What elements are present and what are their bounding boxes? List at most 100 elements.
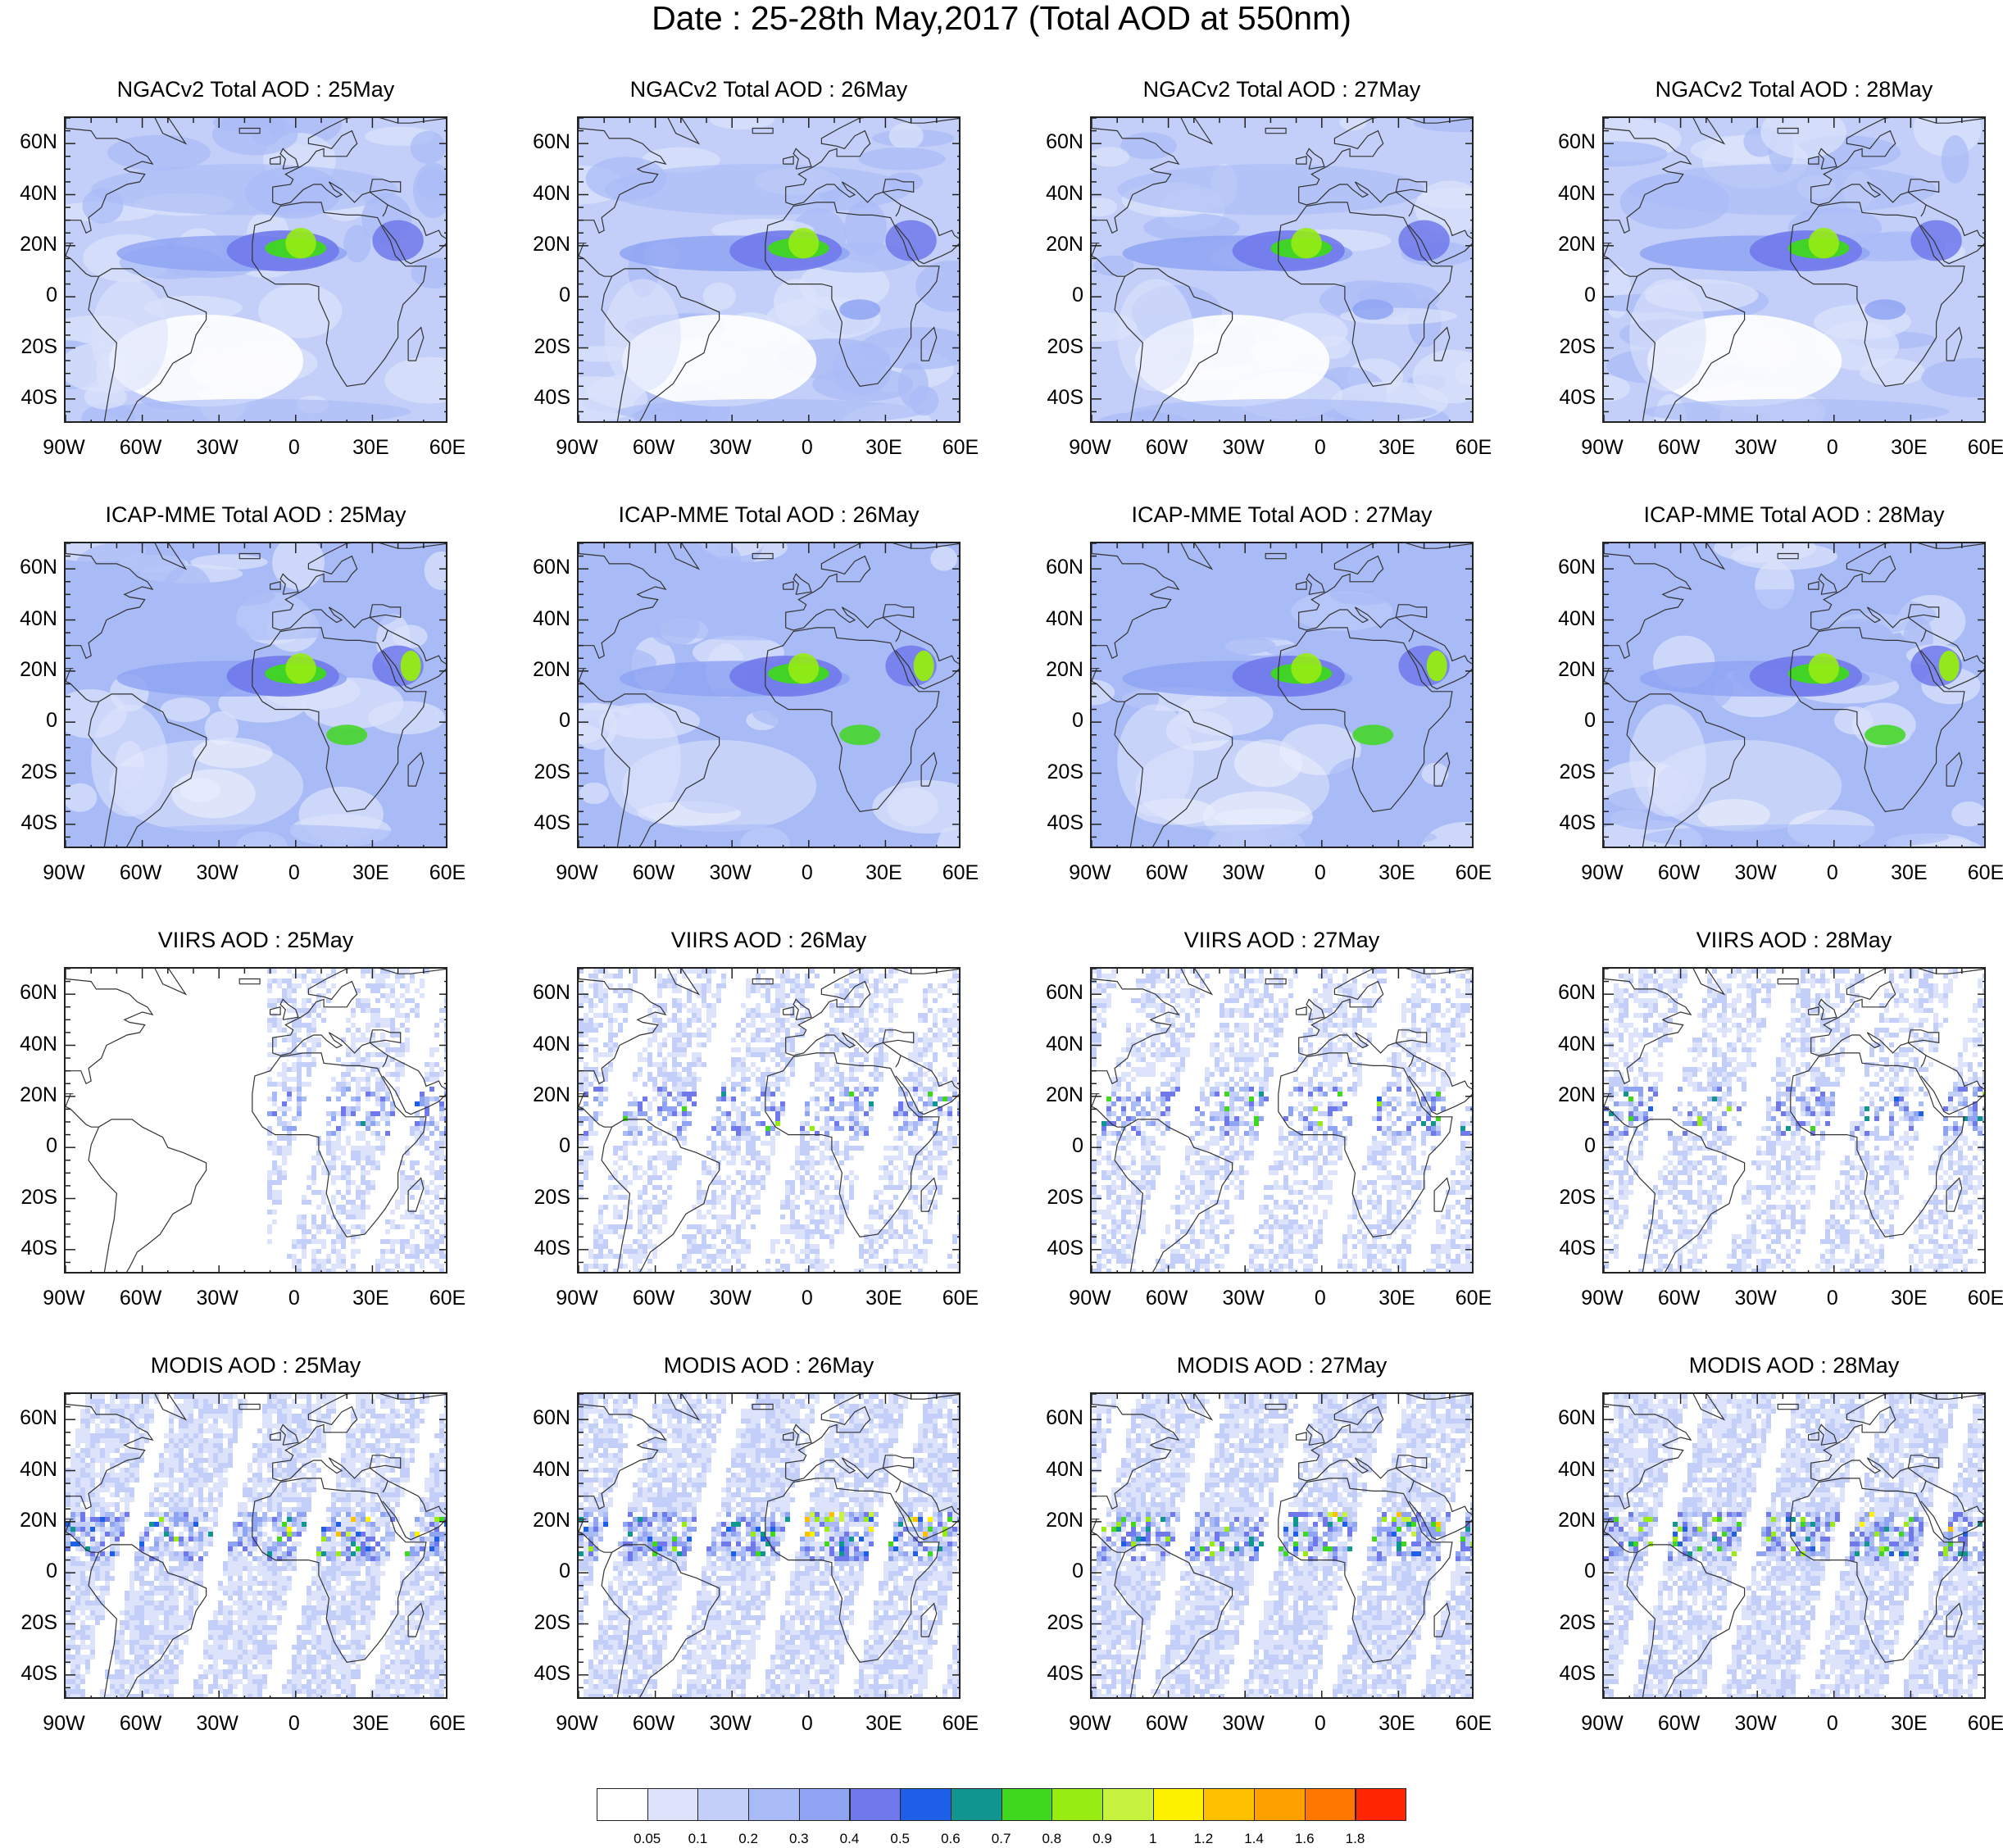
lon-tick-label: 30E (1876, 1287, 1942, 1310)
aod-patch (1092, 147, 1130, 167)
colorbar-swatch (1203, 1788, 1256, 1821)
map-panel: ICAP-MME Total AOD : 26May 60N 40N 20N 0 20S 4… (533, 502, 979, 884)
aod-patch (368, 701, 445, 734)
aod-patch (412, 162, 446, 218)
lon-tick-label: 30W (697, 436, 763, 459)
lon-tick-label: 60W (1646, 1287, 1712, 1310)
dust-plume-core (913, 650, 934, 682)
lat-tick-label: 0 (521, 709, 570, 732)
panel-title: VIIRS AOD : 26May (577, 926, 961, 954)
tick-marks (1092, 543, 1472, 847)
smoke-plume (1352, 724, 1394, 746)
lon-tick-label: 60E (1953, 1712, 2003, 1735)
lon-tick-label: 60E (928, 1712, 993, 1735)
lat-tick-label: 40N (521, 1458, 570, 1481)
lat-tick-label: 0 (1034, 1560, 1083, 1582)
aod-patch (84, 384, 127, 410)
dust-plume-core (1291, 228, 1322, 259)
aod-map (1092, 543, 1472, 847)
lon-tick-label: 60W (621, 1287, 687, 1310)
lat-tick-label: 20S (1034, 761, 1083, 783)
aod-patch (1093, 255, 1134, 276)
lat-tick-label: 40N (8, 1458, 57, 1481)
lat-tick-label: 40N (521, 607, 570, 630)
lon-tick-label: 60E (1441, 436, 1506, 459)
aod-patch (770, 701, 826, 724)
dust-plume-core (285, 653, 316, 684)
lat-tick-label: 40N (1034, 182, 1083, 205)
lat-tick-label: 40S (1034, 1237, 1083, 1260)
colorbar-label: 0.7 (981, 1831, 1022, 1847)
lat-tick-label: 20S (1034, 1186, 1083, 1209)
lon-tick-label: 30W (1723, 1712, 1788, 1735)
lon-tick-label: 60W (1134, 1287, 1200, 1310)
lon-tick-label: 30W (184, 436, 250, 459)
tick-marks (579, 1394, 959, 1697)
aod-band (604, 589, 911, 641)
tick-marks (1092, 1394, 1472, 1697)
aod-pixels (1092, 1394, 1472, 1697)
aod-band (103, 824, 411, 847)
lat-tick-label: 20S (1547, 1186, 1596, 1209)
coastlines (1092, 118, 1472, 421)
aod-band (604, 164, 911, 216)
colorbar-swatch (1152, 1788, 1205, 1821)
colorbar-label: 0.05 (627, 1831, 668, 1847)
lat-tick-label: 0 (1547, 709, 1596, 732)
smoke-plume (1864, 724, 1906, 746)
lon-tick-label: 0 (1800, 861, 1865, 884)
smoke-plume (839, 724, 881, 746)
dust-plume-core (1426, 650, 1447, 682)
panel-title: ICAP-MME Total AOD : 27May (1090, 501, 1474, 529)
aod-patch (190, 554, 268, 570)
lat-tick-label: 40N (521, 182, 570, 205)
aod-patch (1941, 135, 1969, 184)
aod-patch (1092, 198, 1118, 217)
map-frame (1602, 116, 1986, 423)
aod-band (1129, 398, 1438, 421)
colorbar-swatch (950, 1788, 1002, 1821)
coastlines (1092, 543, 1472, 847)
lat-tick-label: 60N (1547, 556, 1596, 579)
lon-tick-label: 30E (338, 1712, 403, 1735)
tick-marks (1604, 1394, 1984, 1697)
map-panel: NGACv2 Total AOD : 25May 60N 40N 20N 0 20S 40S… (20, 77, 466, 459)
aod-map (579, 543, 959, 847)
lon-tick-label: 60W (108, 861, 174, 884)
lat-tick-label: 20N (8, 1083, 57, 1106)
panel-title: NGACv2 Total AOD : 26May (577, 75, 961, 103)
lat-tick-label: 40S (1034, 1662, 1083, 1685)
aod-band (1642, 824, 1950, 847)
lat-tick-label: 60N (1547, 981, 1596, 1004)
aod-patch (318, 547, 375, 587)
panel-title: NGACv2 Total AOD : 25May (64, 75, 447, 103)
lat-tick-label: 60N (8, 556, 57, 579)
colorbar-label: 0.8 (1031, 1831, 1072, 1847)
smoke-plume (326, 724, 368, 746)
aod-patch (193, 738, 273, 769)
aod-band (1117, 164, 1424, 216)
colorbar-label: 0.3 (779, 1831, 820, 1847)
map-frame (1090, 967, 1474, 1274)
aod-pixels (1092, 969, 1472, 1272)
lat-tick-label: 40N (1547, 607, 1596, 630)
lon-tick-label: 30W (697, 1287, 763, 1310)
lat-tick-label: 40S (1034, 386, 1083, 409)
lon-tick-label: 90W (1057, 861, 1123, 884)
lon-tick-label: 90W (31, 861, 97, 884)
panel-title: MODIS AOD : 28May (1602, 1351, 1986, 1379)
aod-patch (1347, 661, 1399, 702)
aod-patch (1265, 642, 1383, 659)
lon-tick-label: 90W (31, 1712, 97, 1735)
lon-tick-label: 30E (1876, 1712, 1942, 1735)
lon-tick-label: 30E (338, 1287, 403, 1310)
panel-title: VIIRS AOD : 25May (64, 926, 447, 954)
lat-tick-label: 20S (521, 1186, 570, 1209)
lat-tick-label: 20N (8, 658, 57, 681)
lon-tick-label: 30E (851, 1287, 916, 1310)
aod-patch (424, 552, 446, 590)
aod-patch (1385, 570, 1428, 608)
aod-patch (329, 743, 394, 782)
map-panel: ICAP-MME Total AOD : 25May 60N 40N 20N 0 20S 4… (20, 502, 466, 884)
lon-tick-label: 30E (1364, 436, 1429, 459)
